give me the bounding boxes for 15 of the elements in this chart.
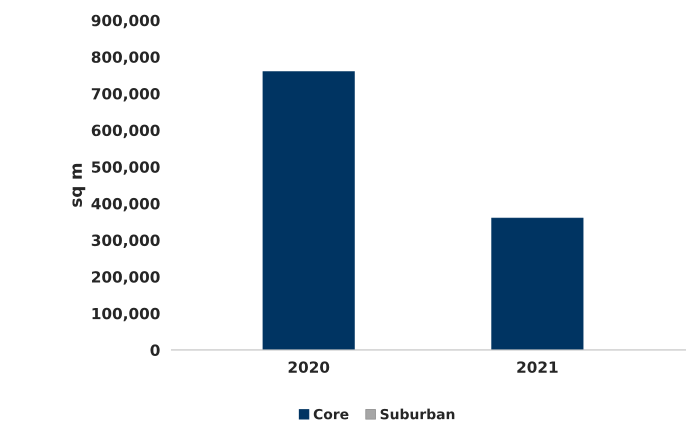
y-tick-label: 300,000 bbox=[92, 234, 160, 248]
y-tick-label: 600,000 bbox=[92, 124, 160, 138]
legend-label: Core bbox=[314, 408, 348, 420]
y-tick-label: 900,000 bbox=[92, 14, 160, 28]
y-tick-label: 500,000 bbox=[92, 161, 160, 175]
y-tick-label: 0 bbox=[150, 344, 160, 356]
y-axis-title: sq m bbox=[72, 164, 86, 207]
legend-label: Suburban bbox=[380, 408, 454, 420]
x-tick-label: 2021 bbox=[517, 361, 558, 373]
y-tick-label: 100,000 bbox=[92, 308, 160, 322]
y-tick-label: 800,000 bbox=[92, 51, 160, 65]
y-tick-label: 200,000 bbox=[92, 271, 160, 285]
y-tick-label: 400,000 bbox=[91, 198, 160, 212]
x-tick-label: 2020 bbox=[288, 361, 330, 373]
y-tick-label: 700,000 bbox=[92, 88, 160, 102]
